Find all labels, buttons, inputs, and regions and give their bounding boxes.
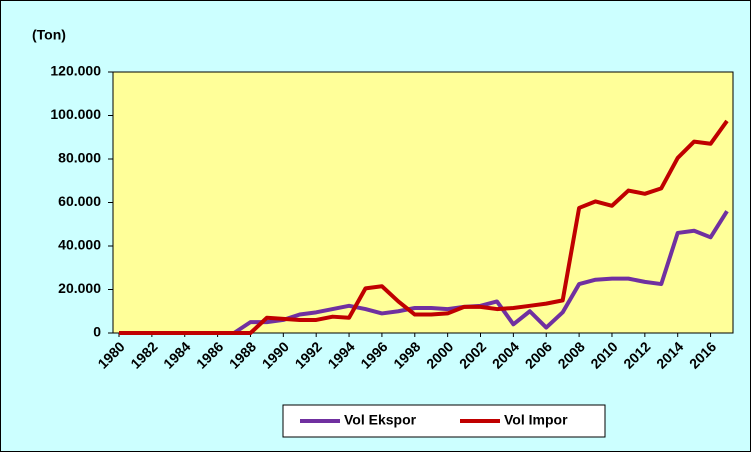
plot-area — [112, 71, 734, 334]
legend-label: Vol Impor — [504, 412, 568, 428]
y-tick-label: 40.000 — [58, 237, 101, 253]
y-tick-label: 80.000 — [58, 150, 101, 166]
y-axis-label: (Ton) — [32, 27, 66, 43]
y-tick-label: 0 — [93, 324, 101, 340]
y-tick-label: 120.000 — [50, 63, 101, 79]
y-tick-label: 20.000 — [58, 280, 101, 296]
legend-label: Vol Ekspor — [344, 412, 417, 428]
series-line — [119, 119, 729, 335]
y-tick-label: 100.000 — [50, 106, 101, 122]
y-tick-label: 60.000 — [58, 193, 101, 209]
